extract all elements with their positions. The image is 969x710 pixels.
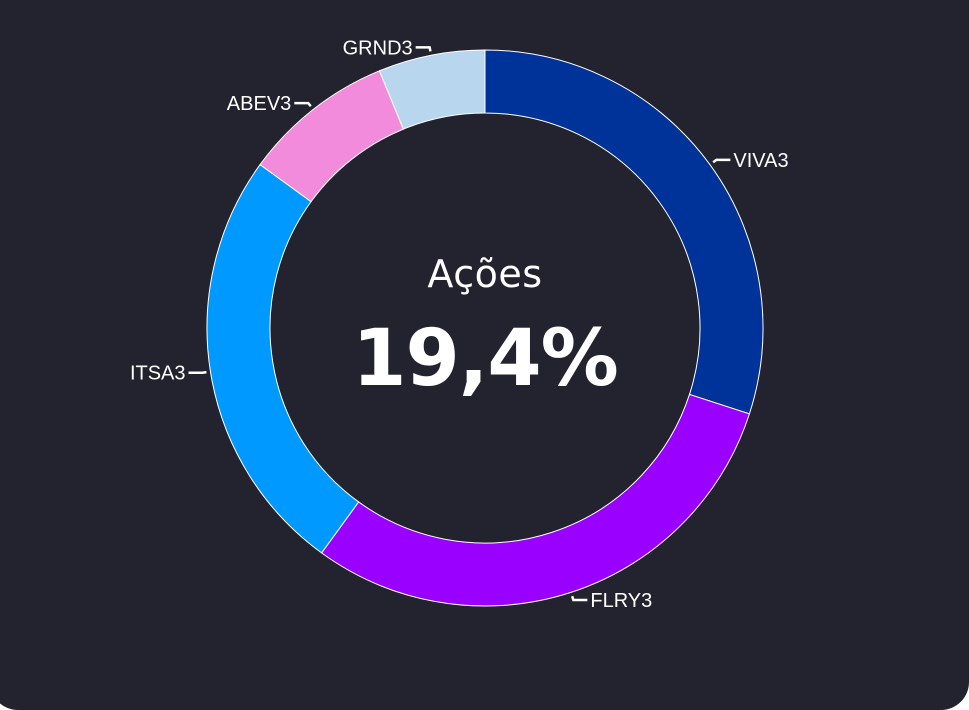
slice-label-itsa3: ITSA3 — [130, 363, 186, 385]
leader-line-viva3 — [712, 158, 731, 164]
leader-line-abev3 — [294, 101, 312, 108]
leader-line-flry3 — [570, 595, 588, 602]
slice-label-viva3: VIVA3 — [733, 150, 788, 172]
slice-label-grnd3: GRND3 — [343, 37, 413, 59]
slice-grnd3[interactable] — [378, 49, 486, 130]
slice-viva3[interactable] — [484, 49, 764, 415]
slice-label-flry3: FLRY3 — [590, 590, 652, 612]
slice-label-abev3: ABEV3 — [227, 93, 291, 115]
slice-flry3[interactable] — [320, 393, 751, 607]
leader-line-grnd3 — [415, 46, 432, 52]
center-label: Ações — [427, 252, 543, 296]
leader-line-itsa3 — [188, 370, 207, 374]
center-value: 19,4% — [352, 314, 619, 404]
